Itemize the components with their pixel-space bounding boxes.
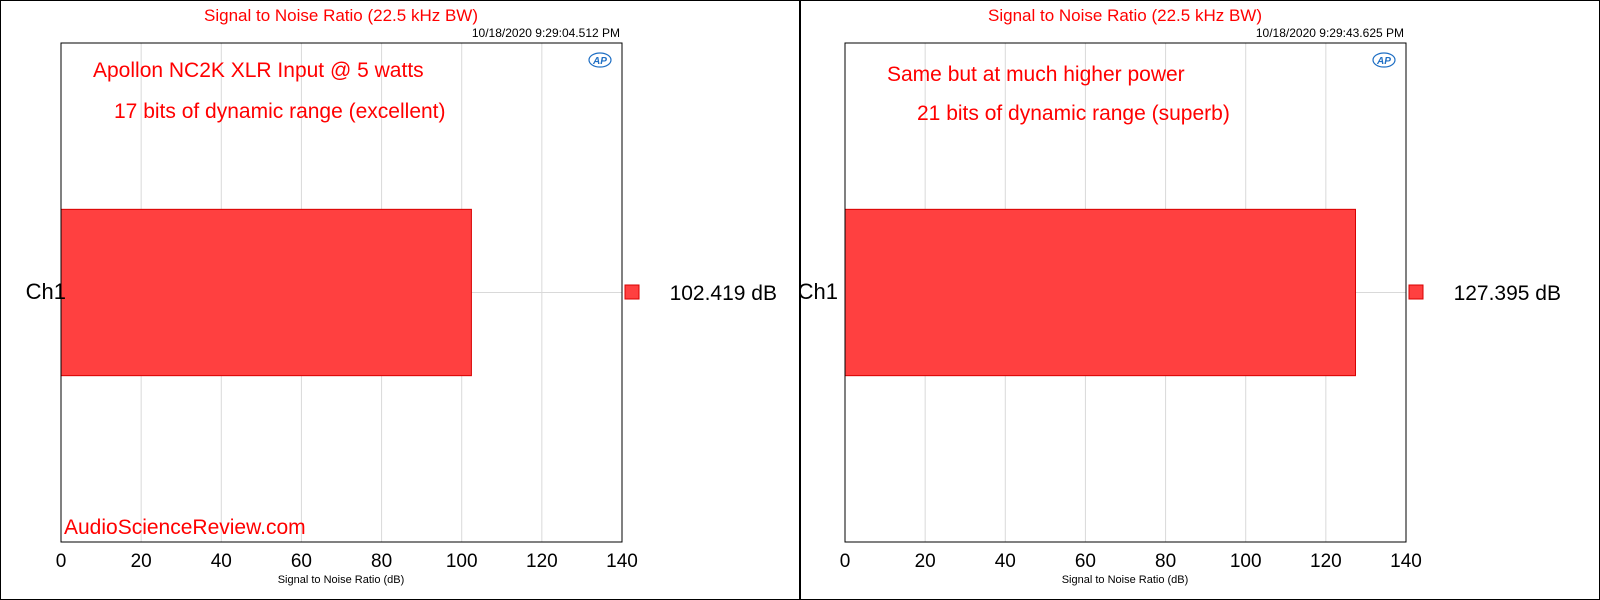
- plot-area: 0 20 40 60 80 100 120 140: [840, 42, 1422, 572]
- x-tick-label: 0: [56, 551, 67, 572]
- chart-panel-right: Signal to Noise Ratio (22.5 kHz BW) 10/1…: [800, 0, 1600, 600]
- chart-panel-left: Signal to Noise Ratio (22.5 kHz BW) 10/1…: [0, 0, 800, 600]
- chart-svg: Signal to Noise Ratio (22.5 kHz BW) 10/1…: [26, 6, 777, 586]
- plot-frame: [60, 42, 623, 543]
- ap-logo-icon: AP: [1372, 52, 1396, 68]
- chart-title: Signal to Noise Ratio (22.5 kHz BW): [988, 6, 1262, 25]
- plot-area: 0 20 40 60 80 100 120 140: [56, 42, 638, 572]
- ap-logo-text: AP: [592, 56, 607, 67]
- x-tick-label: 40: [995, 551, 1016, 572]
- category-label: Ch1: [26, 279, 66, 304]
- watermark: AudioScienceReview.com: [64, 516, 306, 539]
- legend-value: 127.395 dB: [1454, 282, 1561, 305]
- x-tick-label: 100: [446, 551, 478, 572]
- bar-ch1: [844, 208, 1356, 377]
- x-tick-label: 120: [526, 551, 558, 572]
- annotation-line-2: 17 bits of dynamic range (excellent): [114, 100, 446, 123]
- legend-swatch: [624, 284, 640, 300]
- timestamp: 10/18/2020 9:29:04.512 PM: [472, 26, 620, 40]
- x-tick-label: 0: [840, 551, 851, 572]
- x-tick-label: 60: [291, 551, 312, 572]
- annotation-line-2: 21 bits of dynamic range (superb): [917, 102, 1230, 125]
- x-tick-label: 140: [606, 551, 638, 572]
- x-tick-label: 60: [1075, 551, 1096, 572]
- x-axis-label: Signal to Noise Ratio (dB): [278, 574, 405, 586]
- x-tick-label: 80: [371, 551, 392, 572]
- ap-logo-text: AP: [1376, 56, 1391, 67]
- x-tick-label: 40: [211, 551, 232, 572]
- legend-value: 102.419 dB: [670, 282, 777, 305]
- ap-logo-icon: AP: [588, 52, 612, 68]
- x-axis-label: Signal to Noise Ratio (dB): [1062, 574, 1189, 586]
- annotation-line-1: Same but at much higher power: [887, 63, 1185, 86]
- x-tick-label: 20: [131, 551, 152, 572]
- annotation-line-1: Apollon NC2K XLR Input @ 5 watts: [93, 59, 424, 82]
- plot-frame: [844, 42, 1407, 543]
- category-label: Ch1: [801, 279, 838, 304]
- x-tick-label: 20: [915, 551, 936, 572]
- x-tick-label: 120: [1310, 551, 1342, 572]
- x-tick-label: 140: [1390, 551, 1422, 572]
- chart-svg: Signal to Noise Ratio (22.5 kHz BW) 10/1…: [801, 6, 1561, 586]
- bar-ch1: [60, 208, 472, 377]
- x-tick-label: 100: [1230, 551, 1262, 572]
- x-tick-label: 80: [1155, 551, 1176, 572]
- legend-swatch: [1408, 284, 1424, 300]
- chart-title: Signal to Noise Ratio (22.5 kHz BW): [204, 6, 478, 25]
- timestamp: 10/18/2020 9:29:43.625 PM: [1256, 26, 1404, 40]
